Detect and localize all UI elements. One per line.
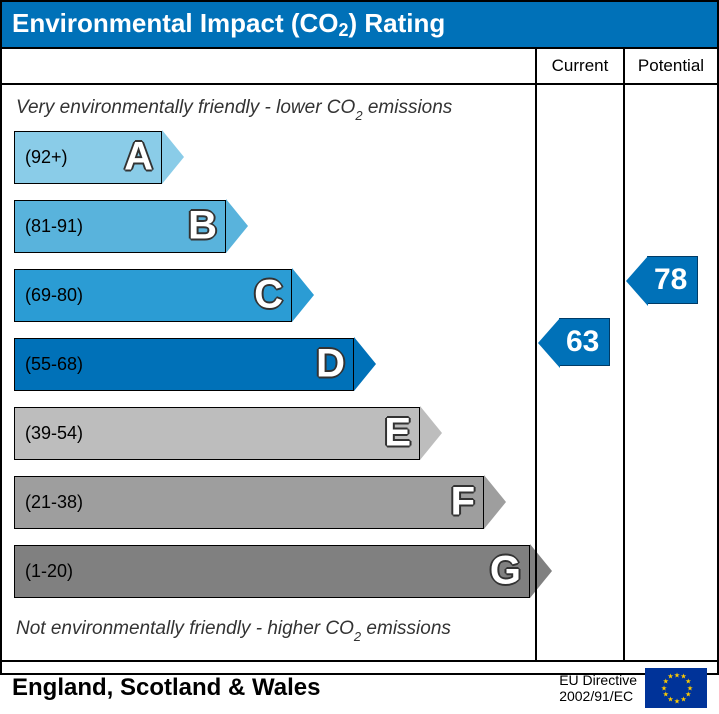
band-chevron-E — [420, 406, 442, 460]
band-letter-G: G — [490, 549, 521, 594]
rating-grid: Current Potential Very environmentally f… — [2, 49, 717, 662]
band-row-A: (92+) A — [14, 131, 535, 193]
band-row-E: (39-54) E — [14, 407, 535, 469]
band-chevron-A — [162, 130, 184, 184]
header-current-label: Current — [552, 56, 609, 76]
note-top: Very environmentally friendly - lower CO… — [2, 93, 535, 131]
header-spacer — [2, 49, 535, 85]
band-bar-D: (55-68) D — [14, 338, 354, 391]
bands-container: (92+) A (81-91) B (69-80) C (55-68) D (39-54) E (2… — [2, 131, 535, 607]
band-bar-B: (81-91) B — [14, 200, 226, 253]
band-row-F: (21-38) F — [14, 476, 535, 538]
footer-region: England, Scotland & Wales — [12, 674, 320, 702]
band-range-B: (81-91) — [15, 216, 83, 237]
band-chevron-C — [292, 268, 314, 322]
band-range-E: (39-54) — [15, 423, 83, 444]
band-bar-E: (39-54) E — [14, 407, 420, 460]
footer: England, Scotland & Wales EU Directive 2… — [2, 662, 717, 714]
directive-line2: 2002/91/EC — [559, 688, 637, 704]
band-range-G: (1-20) — [15, 561, 73, 582]
eu-star: ★ — [674, 672, 680, 679]
pointer-potential: 78 — [647, 256, 698, 304]
band-bar-G: (1-20) G — [14, 545, 530, 598]
title-text: Environmental Impact (CO2) Rating — [12, 8, 445, 38]
band-letter-C: C — [254, 273, 283, 318]
rating-card: Environmental Impact (CO2) Rating Curren… — [0, 0, 719, 675]
header-potential: Potential — [623, 49, 717, 85]
eu-star: ★ — [674, 698, 680, 705]
potential-column: 78 — [623, 85, 717, 660]
band-letter-F: F — [451, 480, 475, 525]
band-bar-C: (69-80) C — [14, 269, 292, 322]
title-bar: Environmental Impact (CO2) Rating — [2, 2, 717, 49]
band-chevron-B — [226, 199, 248, 253]
band-row-C: (69-80) C — [14, 269, 535, 331]
pointer-current: 63 — [559, 318, 610, 366]
bands-column: Very environmentally friendly - lower CO… — [2, 85, 535, 660]
footer-right: EU Directive 2002/91/EC ★★★★★★★★★★★★ — [559, 668, 707, 708]
band-row-G: (1-20) G — [14, 545, 535, 607]
header-current: Current — [535, 49, 623, 85]
directive-line1: EU Directive — [559, 672, 637, 688]
band-range-C: (69-80) — [15, 285, 83, 306]
band-row-D: (55-68) D — [14, 338, 535, 400]
band-bar-A: (92+) A — [14, 131, 162, 184]
band-letter-B: B — [188, 204, 217, 249]
eu-star: ★ — [680, 696, 686, 703]
band-range-F: (21-38) — [15, 492, 83, 513]
band-letter-A: A — [124, 135, 153, 180]
band-letter-D: D — [316, 342, 345, 387]
footer-directive: EU Directive 2002/91/EC — [559, 672, 637, 704]
band-chevron-D — [354, 337, 376, 391]
current-column: 63 — [535, 85, 623, 660]
header-potential-label: Potential — [638, 56, 704, 76]
note-bottom: Not environmentally friendly - higher CO… — [2, 614, 535, 652]
band-range-A: (92+) — [15, 147, 68, 168]
band-row-B: (81-91) B — [14, 200, 535, 262]
band-range-D: (55-68) — [15, 354, 83, 375]
band-bar-F: (21-38) F — [14, 476, 484, 529]
band-chevron-F — [484, 475, 506, 529]
eu-star: ★ — [661, 685, 667, 692]
band-letter-E: E — [384, 411, 411, 456]
eu-star: ★ — [663, 692, 669, 699]
eu-flag-icon: ★★★★★★★★★★★★ — [645, 668, 707, 708]
